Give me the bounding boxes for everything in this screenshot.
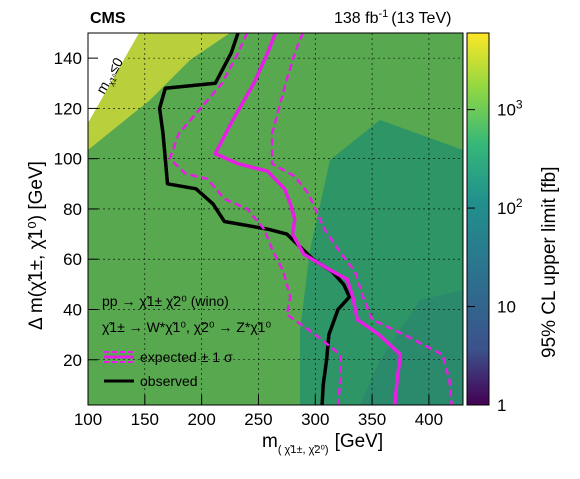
curve-expected — [213, 33, 403, 405]
x-axis: 100 150 200 250 300 350 400 — [74, 395, 443, 429]
y-axis-label: Δ m(χ̃1±, χ̃1⁰) [GeV] — [26, 161, 47, 330]
colorbar-axis: 1 10 102 103 — [467, 98, 523, 415]
curve-expected-1- — [168, 33, 342, 405]
z-tick-label: 103 — [497, 98, 523, 120]
z-tick-label: 1 — [497, 396, 506, 415]
x-tick-label: 350 — [358, 410, 386, 429]
excluded-region-label: mχ̃1⁰≤0 — [93, 55, 128, 98]
y-tick-label: 140 — [54, 49, 82, 68]
heatmap-zone-vlow — [360, 290, 463, 405]
experiment-label: CMS — [90, 10, 126, 27]
excluded-region — [88, 33, 139, 123]
heatmap — [88, 33, 463, 405]
svg-text:mχ̃1⁰≤0: mχ̃1⁰≤0 — [93, 55, 128, 98]
colorbar-frame — [466, 32, 490, 406]
plot-frame — [87, 32, 464, 406]
legend-expected-label: expected ± 1 σ — [140, 349, 233, 365]
legend-observed-label: observed — [140, 373, 198, 389]
y-tick-label: 20 — [63, 351, 82, 370]
grid — [88, 33, 463, 405]
z-axis-label: 95% CL upper limit [fb] — [539, 167, 560, 359]
y-tick-label: 40 — [63, 300, 82, 319]
legend: pp → χ̃1± χ̃2⁰ (wino) χ̃1± → W*χ̃1⁰, χ̃2… — [102, 293, 271, 389]
y-tick-label: 60 — [63, 250, 82, 269]
curve-observed — [157, 33, 352, 405]
legend-process-decay: χ̃1± → W*χ̃1⁰, χ̃2⁰ → Z*χ̃1⁰ — [102, 319, 271, 335]
x-tick-label: 200 — [187, 410, 215, 429]
x-axis-label: m( χ̃1±, χ̃2⁰) [GeV] — [262, 431, 383, 456]
x-tick-label: 100 — [74, 410, 102, 429]
y-tick-label: 80 — [63, 200, 82, 219]
luminosity-label: 138 fb-1 (13 TeV) — [334, 8, 451, 27]
legend-process-production: pp → χ̃1± χ̃2⁰ (wino) — [102, 293, 229, 309]
x-tick-label: 150 — [131, 410, 159, 429]
z-tick-label: 102 — [497, 196, 523, 218]
curve-expected-1- — [270, 33, 453, 405]
y-axis: 20 40 60 80 100 120 140 — [54, 49, 98, 370]
limit-curves — [157, 33, 453, 405]
z-tick-label: 10 — [497, 298, 516, 317]
x-tick-label: 300 — [301, 410, 329, 429]
colorbar — [467, 33, 489, 405]
x-tick-label: 400 — [415, 410, 443, 429]
y-tick-label: 120 — [54, 99, 82, 118]
x-tick-label: 250 — [244, 410, 272, 429]
heatmap-zone-high — [88, 33, 230, 150]
y-tick-label: 100 — [54, 150, 82, 169]
